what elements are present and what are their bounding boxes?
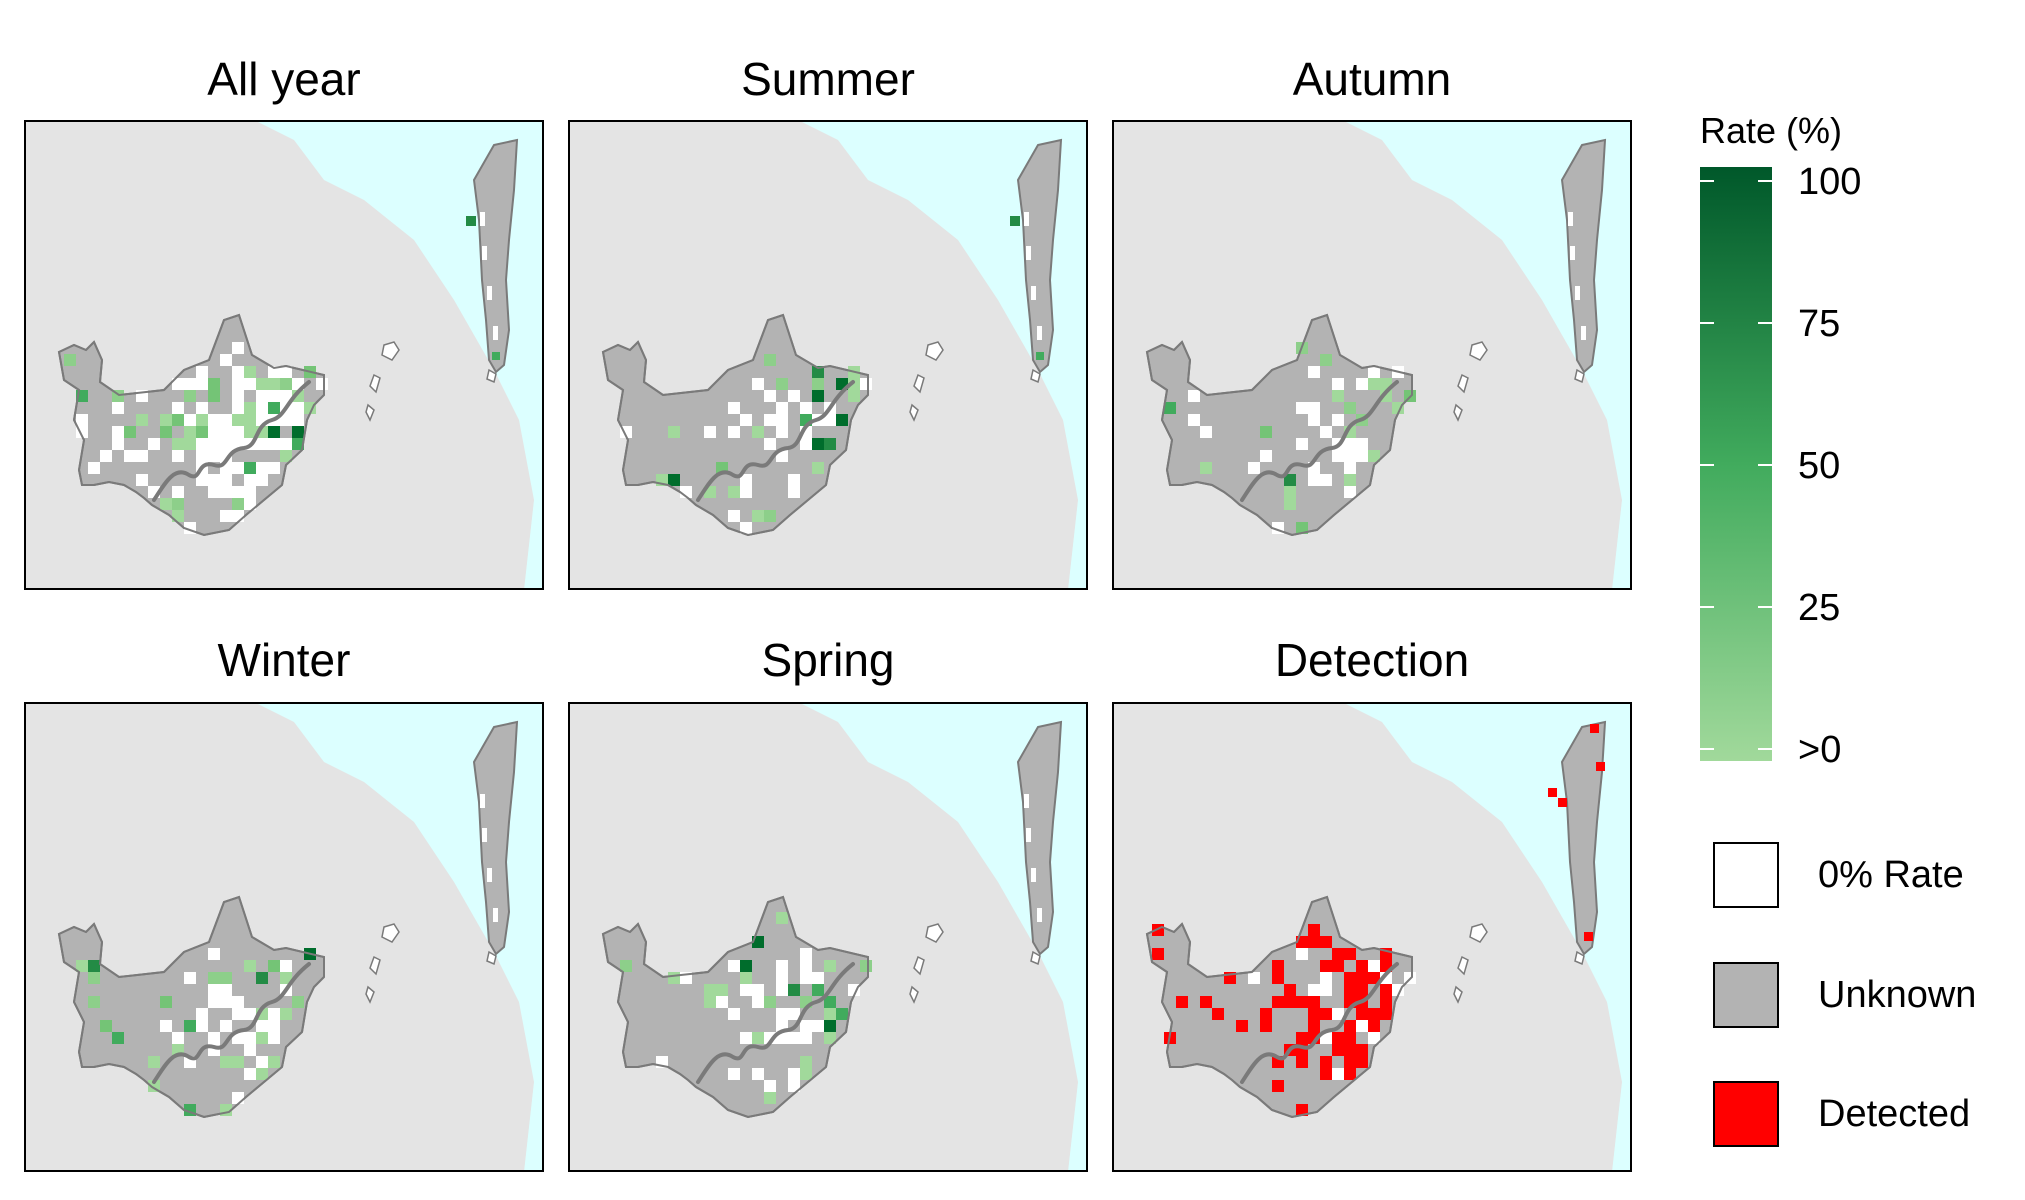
panel-title-spring: Spring xyxy=(761,634,895,686)
color-bar-tick-25: 25 xyxy=(1798,587,1841,629)
map-detection xyxy=(1112,702,1632,1172)
panel-title-summer: Summer xyxy=(741,53,915,105)
map-spring xyxy=(568,702,1088,1172)
map-winter xyxy=(24,702,544,1172)
map-autumn xyxy=(1112,120,1632,590)
legend-label-detected: Detected xyxy=(1818,1093,1971,1135)
panel-title-winter: Winter xyxy=(217,634,351,686)
panel-title-all-year: All year xyxy=(207,53,361,105)
color-bar-tick-75: 75 xyxy=(1798,303,1841,345)
color-bar-tick-50: 50 xyxy=(1798,445,1841,487)
legend-label-unknown: Unknown xyxy=(1818,974,1977,1016)
map-summer xyxy=(568,120,1088,590)
map-all-year xyxy=(24,120,544,590)
legend-title: Rate (%) xyxy=(1700,110,1843,151)
color-bar-tick-100: 100 xyxy=(1798,161,1862,203)
panel-title-detection: Detection xyxy=(1274,634,1470,686)
legend-swatch-detected xyxy=(1713,1081,1779,1147)
color-bar xyxy=(1700,167,1772,761)
color-bar-tick-above-zero: >0 xyxy=(1798,729,1842,771)
panel-title-autumn: Autumn xyxy=(1292,53,1452,105)
legend-swatch-zero-rate xyxy=(1713,842,1779,908)
legend-label-zero-rate: 0% Rate xyxy=(1818,854,1964,896)
legend-swatch-unknown xyxy=(1713,962,1779,1028)
